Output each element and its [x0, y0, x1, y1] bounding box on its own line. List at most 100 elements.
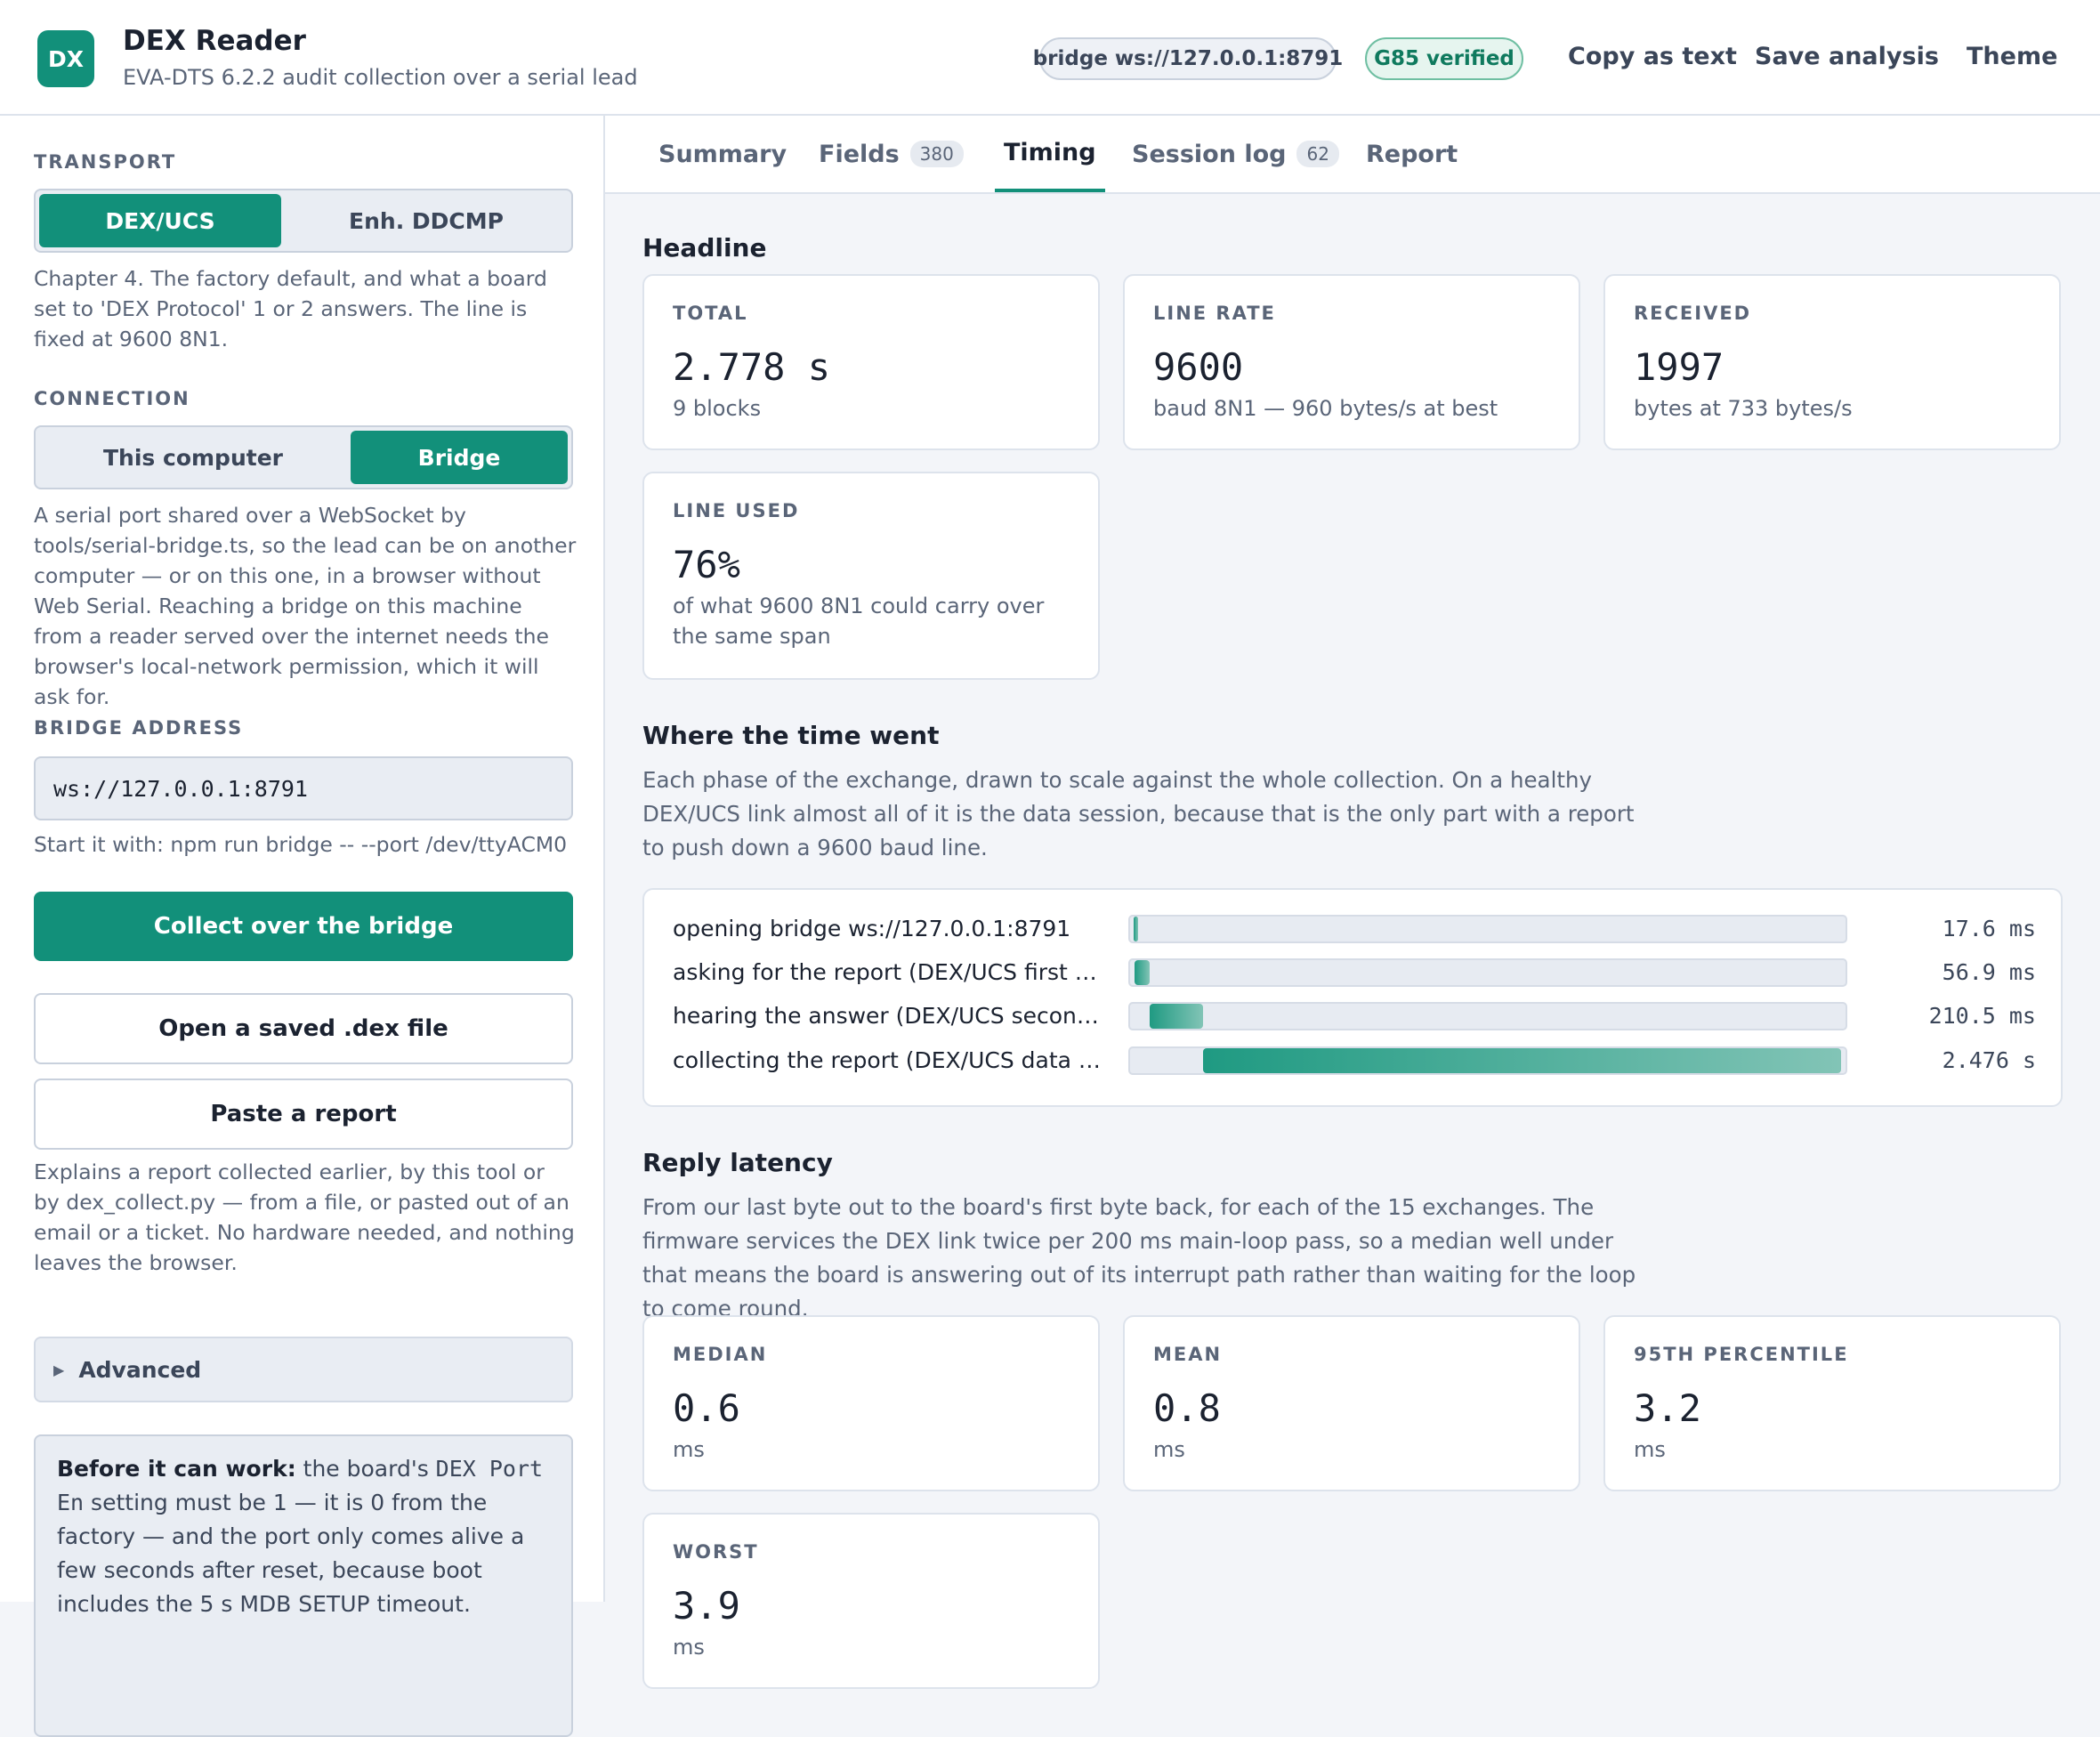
- total-sub: 9 blocks: [673, 396, 762, 421]
- connection-label: CONNECTION: [34, 388, 190, 409]
- mean-unit: ms: [1153, 1437, 1185, 1462]
- phase-row: hearing the answer (DEX/UCS second hands…: [644, 998, 2064, 1034]
- collect-over-bridge-button[interactable]: Collect over the bridge: [34, 892, 573, 961]
- line-used-sub: of what 9600 8N1 could carry over the sa…: [673, 594, 1045, 649]
- received-label: RECEIVED: [1634, 303, 1752, 324]
- median-value: 0.6: [673, 1386, 740, 1430]
- setup-note-code: DEX Port En: [57, 1456, 544, 1515]
- copy-as-text-button[interactable]: Copy as text: [1568, 43, 1737, 70]
- total-card: TOTAL 2.778 s 9 blocks: [642, 274, 1100, 450]
- open-saved-dex-file-button[interactable]: Open a saved .dex file: [34, 993, 573, 1064]
- tab-fields-label: Fields: [819, 140, 900, 168]
- phase-time: 17.6 ms: [1942, 916, 2036, 941]
- tab-timing-label: Timing: [1004, 138, 1096, 166]
- phase-label: collecting the report (DEX/UCS data sess…: [673, 1047, 1109, 1073]
- connection-selector: This computer Bridge: [34, 425, 573, 489]
- save-analysis-button[interactable]: Save analysis: [1755, 43, 1939, 70]
- phase-bar: [1135, 960, 1150, 985]
- p95-card: 95TH PERCENTILE 3.2 ms: [1603, 1315, 2061, 1491]
- sidebar: TRANSPORT DEX/UCS Enh. DDCMP Chapter 4. …: [0, 116, 605, 1737]
- p95-value: 3.2: [1634, 1386, 1701, 1430]
- worst-value: 3.9: [673, 1584, 740, 1628]
- tab-session-log[interactable]: Session log 62: [1132, 116, 1339, 192]
- transport-selector: DEX/UCS Enh. DDCMP: [34, 189, 573, 253]
- phase-bar: [1203, 1048, 1842, 1073]
- transport-label: TRANSPORT: [34, 151, 177, 173]
- tab-timing[interactable]: Timing: [995, 116, 1105, 192]
- setup-note-text-a: the board's: [295, 1456, 436, 1482]
- worst-card: WORST 3.9 ms: [642, 1513, 1100, 1689]
- phase-label: hearing the answer (DEX/UCS second hands…: [673, 1003, 1109, 1029]
- line-used-card: LINE USED 76% of what 9600 8N1 could car…: [642, 472, 1100, 680]
- setup-note-text-b: setting must be 1 — it is 0 from the fac…: [57, 1490, 525, 1617]
- bridge-address-label: BRIDGE ADDRESS: [34, 717, 244, 739]
- phase-bar: [1134, 917, 1139, 941]
- setup-note: Before it can work: the board's DEX Port…: [34, 1434, 573, 1737]
- connection-option-bridge[interactable]: Bridge: [351, 431, 568, 484]
- phase-row: opening bridge ws://127.0.0.1:8791 17.6 …: [644, 911, 2064, 947]
- phase-row: asking for the report (DEX/UCS first han…: [644, 955, 2064, 990]
- tab-session-log-count: 62: [1296, 141, 1339, 167]
- expand-triangle-icon: ▶: [53, 1361, 65, 1378]
- time-went-title: Where the time went: [642, 721, 940, 750]
- connection-option-this-computer[interactable]: This computer: [103, 444, 283, 471]
- mean-label: MEAN: [1153, 1344, 1223, 1365]
- tab-report-label: Report: [1366, 140, 1458, 168]
- theme-button[interactable]: Theme: [1967, 43, 2058, 70]
- line-rate-label: LINE RATE: [1153, 303, 1276, 324]
- connection-description: A serial port shared over a WebSocket by…: [34, 503, 577, 709]
- advanced-label: Advanced: [78, 1356, 202, 1383]
- line-rate-value: 9600: [1153, 345, 1244, 389]
- transport-option-enh-ddcmp[interactable]: Enh. DDCMP: [349, 207, 504, 234]
- tab-fields[interactable]: Fields 380: [819, 116, 964, 192]
- tab-session-log-label: Session log: [1132, 140, 1287, 168]
- latency-title: Reply latency: [642, 1148, 833, 1177]
- worst-unit: ms: [673, 1635, 705, 1660]
- tab-report[interactable]: Report: [1366, 116, 1458, 192]
- app-logo: DX: [37, 30, 94, 87]
- verified-badge: G85 verified: [1365, 37, 1523, 80]
- total-label: TOTAL: [673, 303, 748, 324]
- line-used-label: LINE USED: [673, 500, 800, 521]
- app-title: DEX Reader: [123, 25, 306, 57]
- total-value: 2.778 s: [673, 345, 831, 389]
- line-rate-sub: baud 8N1 — 960 bytes/s at best: [1153, 396, 1498, 421]
- setup-note-heading: Before it can work:: [57, 1456, 296, 1482]
- median-label: MEDIAN: [673, 1344, 768, 1365]
- phase-track: [1128, 958, 1847, 987]
- time-went-description: Each phase of the exchange, drawn to sca…: [642, 767, 1635, 860]
- phase-track: [1128, 1002, 1847, 1030]
- received-sub: bytes at 733 bytes/s: [1634, 396, 1853, 421]
- line-used-value: 76%: [673, 543, 740, 586]
- transport-option-dex-ucs[interactable]: DEX/UCS: [39, 194, 281, 247]
- line-rate-card: LINE RATE 9600 baud 8N1 — 960 bytes/s at…: [1123, 274, 1580, 450]
- phase-track: [1128, 915, 1847, 943]
- tab-bar: Summary Fields 380 Timing Session log 62…: [605, 116, 2100, 194]
- median-card: MEDIAN 0.6 ms: [642, 1315, 1100, 1491]
- p95-unit: ms: [1634, 1437, 1666, 1462]
- tab-fields-count: 380: [909, 141, 964, 167]
- phase-label: opening bridge ws://127.0.0.1:8791: [673, 916, 1071, 941]
- tab-summary[interactable]: Summary: [658, 116, 787, 192]
- bridge-address-input[interactable]: [34, 756, 573, 820]
- phase-row: collecting the report (DEX/UCS data sess…: [644, 1043, 2064, 1079]
- transport-description: Chapter 4. The factory default, and what…: [34, 266, 547, 351]
- paste-report-button[interactable]: Paste a report: [34, 1079, 573, 1150]
- bridge-start-hint: Start it with: npm run bridge -- --port …: [34, 832, 568, 857]
- mean-value: 0.8: [1153, 1386, 1221, 1430]
- app-subtitle: EVA-DTS 6.2.2 audit collection over a se…: [123, 65, 638, 90]
- advanced-disclosure[interactable]: ▶ Advanced: [34, 1337, 573, 1402]
- median-unit: ms: [673, 1437, 705, 1462]
- bridge-status-pill: bridge ws://127.0.0.1:8791: [1033, 37, 1343, 80]
- received-card: RECEIVED 1997 bytes at 733 bytes/s: [1603, 274, 2061, 450]
- phase-time: 210.5 ms: [1928, 1003, 2036, 1029]
- phase-bar: [1149, 1004, 1204, 1029]
- p95-label: 95TH PERCENTILE: [1634, 1344, 1849, 1365]
- phase-time: 2.476 s: [1942, 1047, 2036, 1073]
- latency-description: From our last byte out to the board's fi…: [642, 1194, 1636, 1321]
- phase-time: 56.9 ms: [1942, 959, 2036, 985]
- phase-timeline: opening bridge ws://127.0.0.1:8791 17.6 …: [642, 888, 2063, 1107]
- tab-summary-label: Summary: [658, 140, 788, 168]
- mean-card: MEAN 0.8 ms: [1123, 1315, 1580, 1491]
- worst-label: WORST: [673, 1541, 759, 1563]
